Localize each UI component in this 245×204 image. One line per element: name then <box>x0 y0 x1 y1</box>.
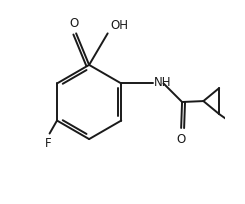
Text: OH: OH <box>110 19 128 32</box>
Text: O: O <box>176 133 186 146</box>
Text: O: O <box>70 17 79 30</box>
Text: NH: NH <box>154 76 171 89</box>
Text: F: F <box>44 137 51 150</box>
